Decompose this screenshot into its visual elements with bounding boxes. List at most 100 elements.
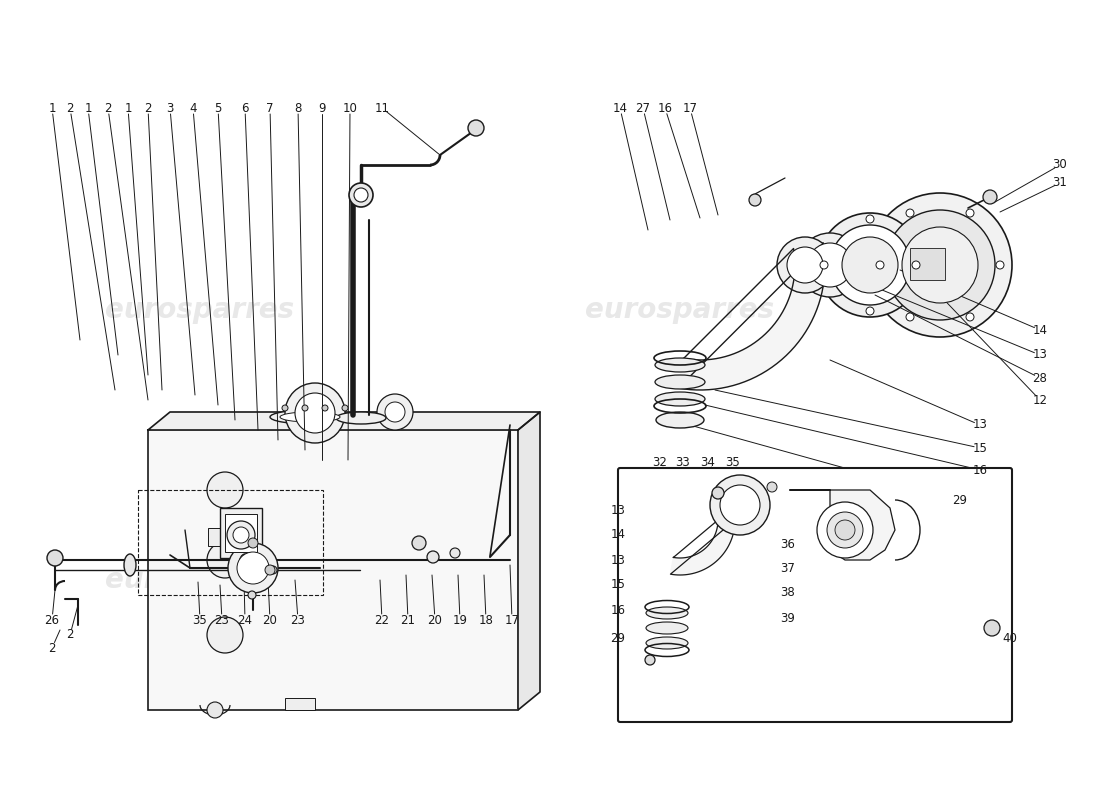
- Text: 27: 27: [636, 102, 650, 114]
- Ellipse shape: [239, 554, 251, 576]
- Text: 11: 11: [374, 102, 389, 114]
- Circle shape: [996, 261, 1004, 269]
- Circle shape: [777, 237, 833, 293]
- Text: 36: 36: [781, 538, 795, 551]
- Text: 29: 29: [610, 631, 626, 645]
- Text: 2: 2: [144, 102, 152, 114]
- Circle shape: [427, 551, 439, 563]
- Text: 4: 4: [189, 102, 197, 114]
- Circle shape: [842, 237, 898, 293]
- Bar: [148, 430, 518, 710]
- Circle shape: [710, 475, 770, 535]
- Text: 31: 31: [1053, 177, 1067, 190]
- Text: 13: 13: [610, 554, 626, 566]
- Circle shape: [906, 313, 914, 321]
- Text: 13: 13: [972, 418, 988, 431]
- Text: 30: 30: [1053, 158, 1067, 171]
- Circle shape: [385, 402, 405, 422]
- Text: 13: 13: [610, 503, 626, 517]
- Text: 2: 2: [66, 629, 74, 642]
- Circle shape: [285, 383, 345, 443]
- Text: 1: 1: [85, 102, 91, 114]
- Text: 13: 13: [1033, 349, 1047, 362]
- Text: 34: 34: [701, 455, 715, 469]
- Circle shape: [228, 543, 278, 593]
- Text: 3: 3: [166, 102, 174, 114]
- Circle shape: [835, 520, 855, 540]
- Polygon shape: [148, 412, 540, 430]
- Circle shape: [412, 536, 426, 550]
- Circle shape: [906, 209, 914, 217]
- Circle shape: [468, 120, 484, 136]
- Text: 16: 16: [658, 102, 672, 114]
- Text: 16: 16: [610, 603, 626, 617]
- Text: 12: 12: [1033, 394, 1047, 406]
- Circle shape: [866, 307, 874, 315]
- Ellipse shape: [654, 358, 705, 372]
- Text: 2: 2: [66, 102, 74, 114]
- Circle shape: [984, 620, 1000, 636]
- Circle shape: [767, 482, 777, 492]
- Circle shape: [786, 247, 823, 283]
- Polygon shape: [670, 520, 735, 575]
- Text: 19: 19: [452, 614, 468, 626]
- Circle shape: [227, 521, 255, 549]
- Circle shape: [265, 565, 275, 575]
- Text: 16: 16: [972, 463, 988, 477]
- Text: 26: 26: [44, 614, 59, 626]
- Ellipse shape: [336, 412, 386, 424]
- Text: 1: 1: [124, 102, 132, 114]
- Bar: [285, 698, 315, 710]
- Text: 7: 7: [266, 102, 274, 114]
- Text: 20: 20: [428, 614, 442, 626]
- Circle shape: [342, 405, 348, 411]
- Text: 14: 14: [613, 102, 627, 114]
- Ellipse shape: [656, 412, 704, 428]
- Circle shape: [377, 394, 412, 430]
- Text: 17: 17: [505, 614, 519, 626]
- Polygon shape: [518, 412, 540, 710]
- Circle shape: [295, 393, 336, 433]
- Circle shape: [47, 550, 63, 566]
- Text: 37: 37: [781, 562, 795, 574]
- Circle shape: [322, 405, 328, 411]
- Text: 39: 39: [781, 611, 795, 625]
- Text: 40: 40: [1002, 631, 1018, 645]
- Text: 8: 8: [295, 102, 301, 114]
- Circle shape: [302, 405, 308, 411]
- Circle shape: [270, 566, 277, 574]
- Text: 9: 9: [318, 102, 326, 114]
- Circle shape: [207, 472, 243, 508]
- Text: 2: 2: [48, 642, 56, 654]
- Text: eurosparres: eurosparres: [585, 296, 774, 324]
- Circle shape: [817, 502, 873, 558]
- Circle shape: [876, 261, 884, 269]
- Text: eurosparres: eurosparres: [106, 296, 295, 324]
- Circle shape: [712, 487, 724, 499]
- Polygon shape: [790, 490, 895, 560]
- Bar: [220, 508, 262, 558]
- Circle shape: [983, 190, 997, 204]
- Circle shape: [349, 183, 373, 207]
- Text: 20: 20: [263, 614, 277, 626]
- Circle shape: [966, 313, 974, 321]
- Circle shape: [886, 210, 996, 320]
- Bar: [226, 514, 257, 552]
- Text: 14: 14: [610, 529, 626, 542]
- Text: 24: 24: [238, 614, 253, 626]
- Text: 23: 23: [290, 614, 306, 626]
- Text: 14: 14: [1033, 323, 1047, 337]
- Text: 6: 6: [241, 102, 249, 114]
- Text: 38: 38: [781, 586, 795, 598]
- Text: 35: 35: [192, 614, 208, 626]
- Text: 22: 22: [374, 614, 389, 626]
- Circle shape: [233, 527, 249, 543]
- Bar: [910, 248, 945, 280]
- Text: eurosparres: eurosparres: [106, 566, 295, 594]
- Circle shape: [912, 261, 920, 269]
- Circle shape: [808, 243, 852, 287]
- Circle shape: [866, 215, 874, 223]
- Ellipse shape: [270, 410, 350, 424]
- Text: 32: 32: [652, 455, 668, 469]
- Text: 17: 17: [682, 102, 697, 114]
